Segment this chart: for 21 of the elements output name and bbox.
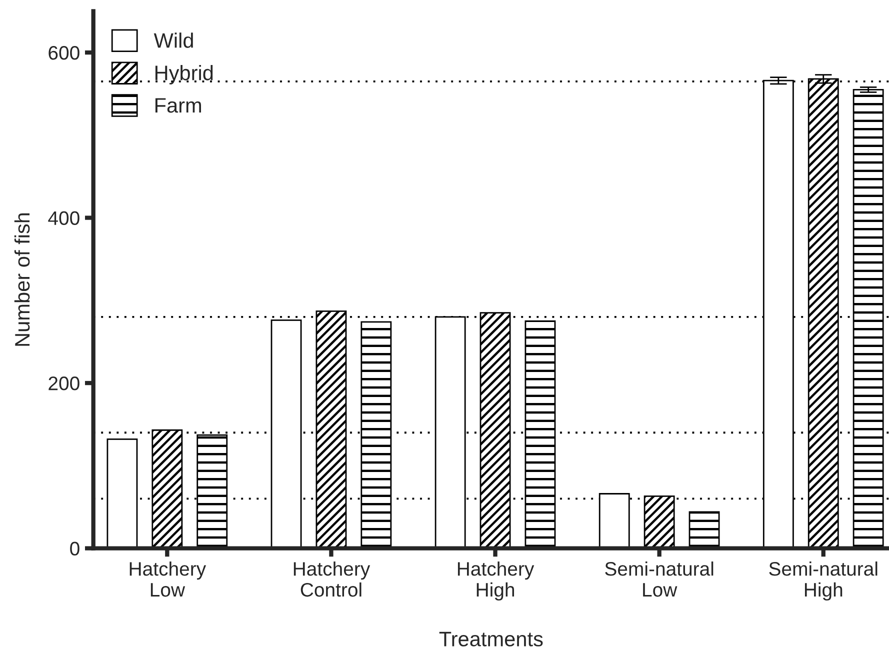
legend-label: Hybrid — [155, 65, 213, 84]
bar — [152, 429, 183, 548]
x-tick-label: Hatchery High — [458, 561, 534, 601]
bar — [316, 310, 347, 548]
y-tick-label: 600 — [48, 46, 80, 60]
y-axis-title: Number of fish — [14, 213, 30, 346]
x-tick-label: Semi-natural Low — [605, 561, 714, 597]
y-tick-label: 400 — [48, 211, 80, 226]
x-tick-label: Hatchery Low — [130, 561, 206, 597]
legend-label: Farm — [155, 98, 201, 113]
x-tick-label: Semi-natural High — [769, 561, 878, 601]
legend-label: Wild — [154, 32, 193, 48]
x-tick-label: Hatchery Control — [294, 561, 370, 597]
y-tick-label: 0 — [70, 542, 80, 556]
bar — [106, 438, 138, 548]
y-tick-label: 200 — [48, 376, 80, 390]
bar — [524, 320, 556, 548]
bar — [480, 312, 511, 548]
bar — [852, 89, 884, 548]
x-axis-title: Treatments — [439, 632, 543, 646]
bar — [688, 511, 720, 548]
